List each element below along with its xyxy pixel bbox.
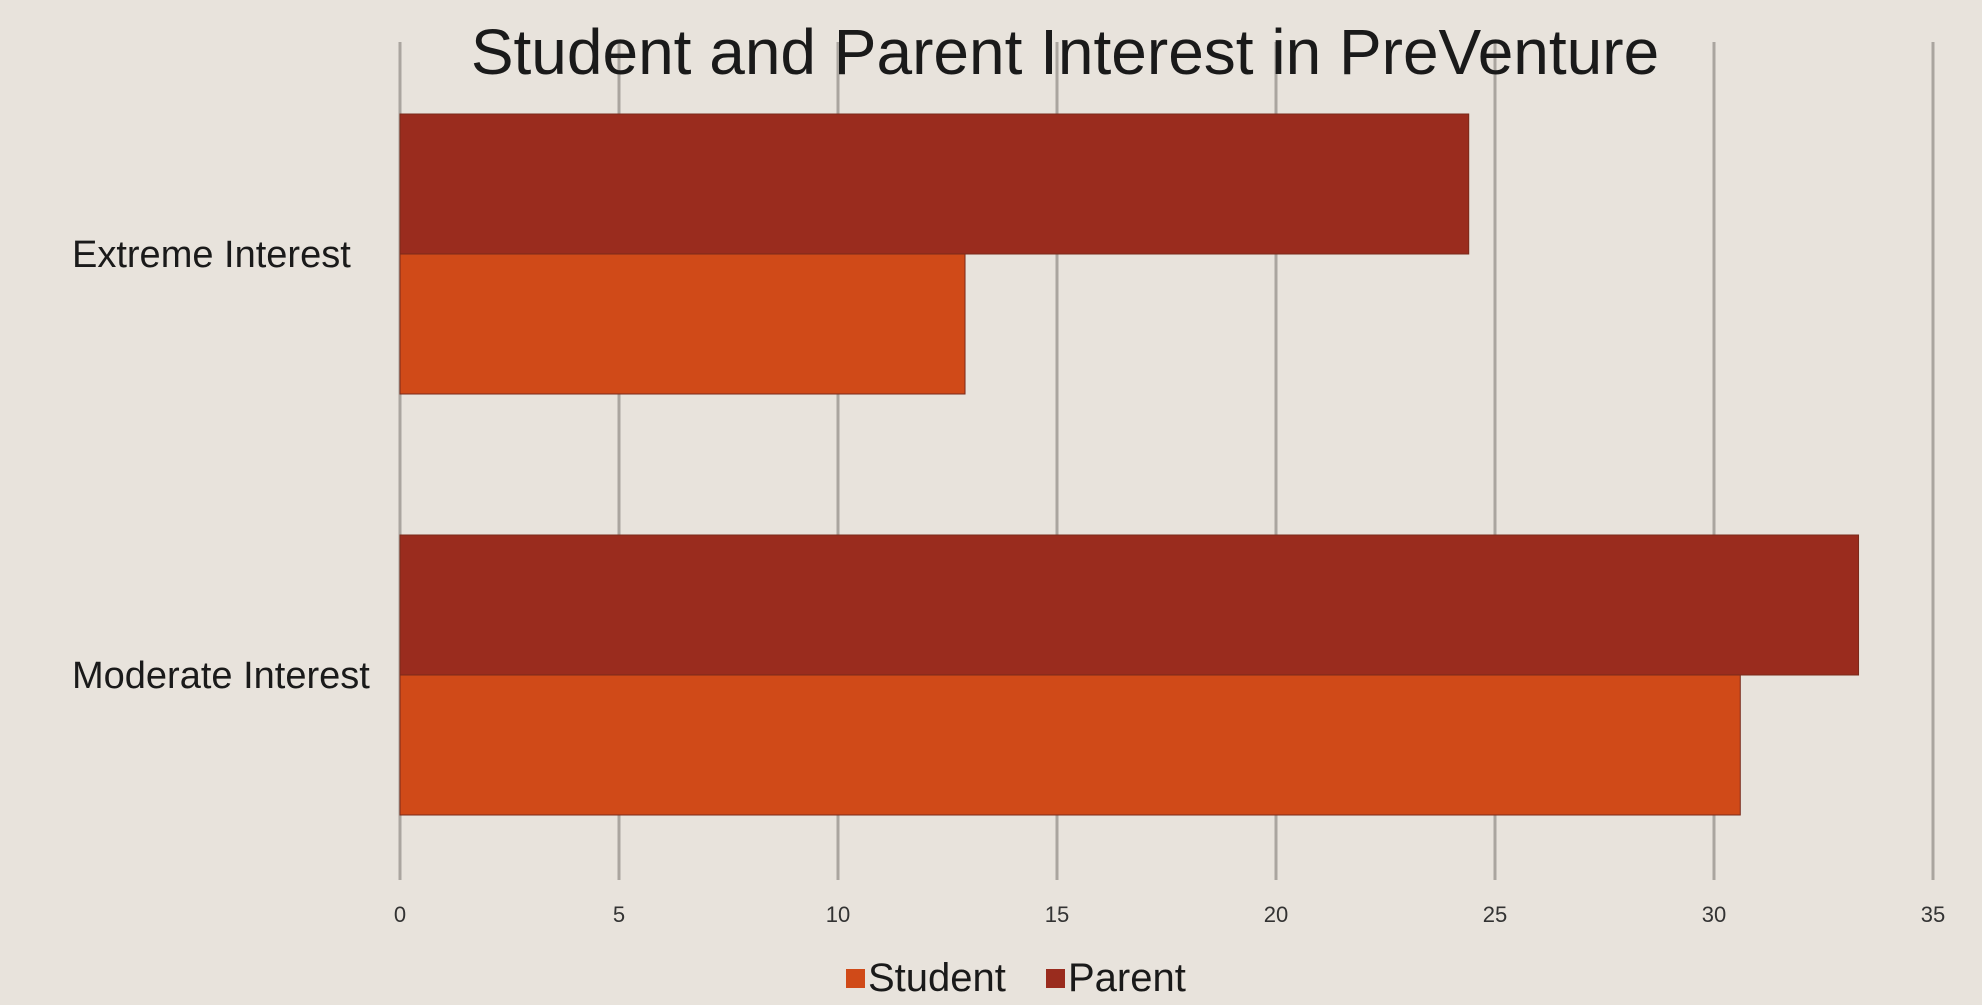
bars (399, 113, 1860, 816)
legend-label-student: Student (868, 956, 1006, 1000)
x-tick-label: 5 (613, 902, 625, 927)
category-label: Moderate Interest (72, 655, 370, 697)
legend: Student Parent (846, 956, 1186, 1000)
x-tick-labels: 0 5 10 15 20 25 30 35 (394, 902, 1945, 927)
chart-title: Student and Parent Interest in PreVentur… (471, 16, 1659, 88)
legend-swatch-parent (1046, 969, 1065, 988)
bar-parent-1 (399, 534, 1860, 676)
x-tick-label: 35 (1921, 902, 1945, 927)
legend-swatch-student (846, 969, 865, 988)
x-tick-label: 10 (826, 902, 850, 927)
bar-parent-0 (399, 113, 1470, 255)
category-labels: Extreme Interest Moderate Interest (72, 234, 370, 697)
category-label: Extreme Interest (72, 234, 351, 276)
x-tick-label: 0 (394, 902, 406, 927)
bar-student-0 (399, 253, 966, 395)
x-tick-label: 30 (1702, 902, 1726, 927)
x-tick-label: 25 (1483, 902, 1507, 927)
x-tick-label: 20 (1264, 902, 1288, 927)
bar-student-1 (399, 674, 1741, 816)
legend-label-parent: Parent (1068, 956, 1186, 1000)
x-tick-label: 15 (1045, 902, 1069, 927)
